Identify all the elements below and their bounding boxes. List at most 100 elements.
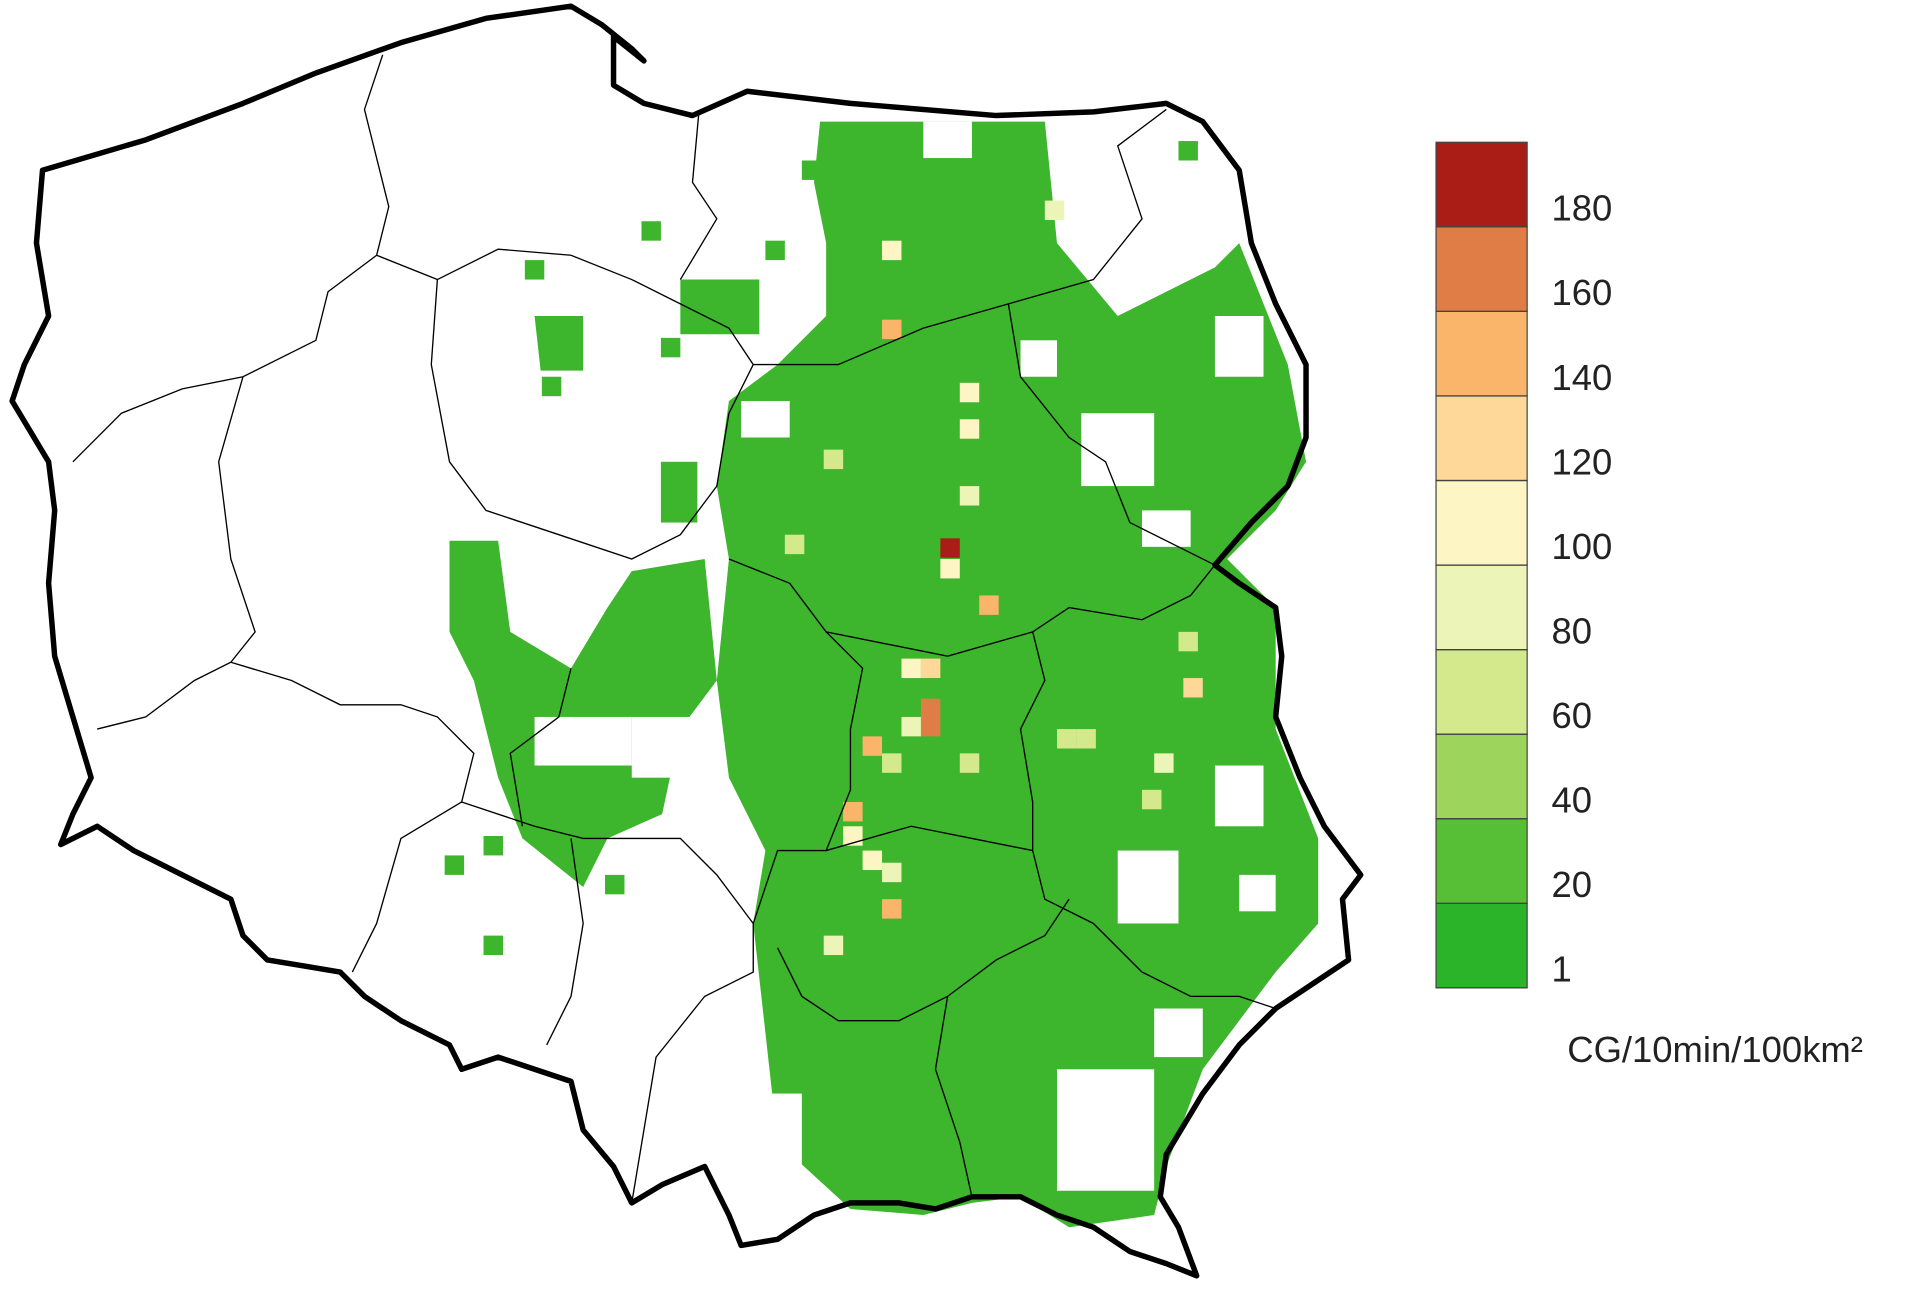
cell: [901, 716, 921, 737]
cell: [1142, 789, 1162, 810]
cell: [823, 449, 844, 470]
legend-tick-label: 60: [1551, 695, 1592, 736]
cell: [920, 716, 941, 737]
cell: [1076, 729, 1096, 749]
cell: [1183, 678, 1203, 698]
cell: [801, 160, 822, 180]
region-border: [376, 248, 755, 560]
region-border: [509, 668, 572, 827]
gap: [1239, 874, 1276, 912]
region-border: [546, 838, 584, 1046]
gap: [1020, 340, 1057, 377]
cell: [843, 801, 863, 822]
gap: [741, 401, 790, 438]
cell: [959, 753, 980, 773]
cells: [784, 200, 1203, 956]
cell: [901, 658, 921, 679]
cell: [1178, 631, 1198, 652]
cell: [882, 319, 902, 340]
cell: [641, 221, 661, 241]
region-border: [826, 564, 1216, 657]
region-border: [461, 801, 754, 924]
legend-tick-label: 180: [1551, 188, 1612, 229]
cell: [524, 260, 545, 280]
cell: [1056, 729, 1077, 749]
regions: [72, 54, 1276, 1204]
region-border: [934, 996, 973, 1197]
cell: [920, 658, 941, 679]
coverage-west: [449, 540, 717, 888]
cell: [483, 935, 503, 956]
region-border: [1019, 631, 1276, 1010]
cell: [541, 376, 562, 397]
cell: [660, 461, 698, 523]
cell: [823, 935, 844, 956]
region-border: [1007, 303, 1216, 566]
cell: [605, 874, 625, 895]
legend-tick-label: 1: [1551, 949, 1571, 990]
legend-tick-label: 160: [1551, 272, 1612, 313]
gap: [923, 121, 972, 159]
cell: [784, 534, 805, 555]
legend-tick-label: 120: [1551, 441, 1612, 482]
gap: [1117, 850, 1179, 924]
gap: [1214, 765, 1264, 827]
region-border: [97, 376, 256, 730]
legend-swatch: [1435, 902, 1528, 989]
cell: [862, 736, 883, 756]
legend-tick-label: 40: [1551, 780, 1592, 821]
cell: [660, 337, 681, 358]
cell: [940, 538, 960, 558]
cell: [1154, 753, 1174, 773]
coverage: [444, 121, 1319, 1228]
cell: [882, 862, 902, 883]
cell: [862, 850, 883, 871]
country-border: [9, 3, 1364, 1279]
cell: [882, 240, 902, 261]
cell: [1044, 200, 1065, 221]
region-border: [230, 661, 475, 973]
region-border: [72, 54, 390, 463]
gap: [1214, 316, 1264, 377]
region-border: [776, 898, 1070, 1022]
cell: [959, 382, 980, 403]
cell: [483, 835, 503, 856]
cell: [882, 899, 902, 919]
legend-swatch: [1435, 564, 1528, 651]
cell: [882, 753, 902, 773]
region-border: [825, 825, 1033, 852]
legend-swatch: [1435, 141, 1528, 228]
cell: [920, 698, 941, 719]
region-border: [679, 115, 718, 280]
legend-swatch: [1435, 818, 1528, 904]
cell: [940, 558, 960, 579]
legend-tick-label: 20: [1551, 864, 1592, 905]
cell: [979, 595, 999, 615]
gap: [765, 1093, 802, 1167]
legend-tick-label: 80: [1551, 610, 1592, 651]
legend-swatch: [1435, 649, 1528, 735]
legend-swatch: [1435, 479, 1528, 566]
coverage-east: [716, 121, 1319, 1228]
legend-swatch: [1435, 310, 1528, 397]
gap: [1056, 1069, 1155, 1191]
legend-swatch: [1435, 395, 1528, 482]
cell: [1178, 141, 1198, 161]
gap: [534, 716, 632, 766]
legend-swatch: [1435, 226, 1528, 312]
gap: [1081, 413, 1155, 487]
cell: [765, 240, 785, 261]
gap: [631, 716, 705, 778]
legend-unit: CG/10min/100km²: [1567, 1029, 1863, 1070]
cell: [959, 486, 980, 506]
cell: [444, 855, 465, 875]
cell: [959, 419, 980, 439]
gap: [1154, 1008, 1203, 1058]
legend-tick-label: 100: [1551, 526, 1612, 567]
legend-swatch: [1435, 733, 1528, 820]
coverage-north: [534, 279, 760, 371]
legend-tick-label: 140: [1551, 357, 1612, 398]
